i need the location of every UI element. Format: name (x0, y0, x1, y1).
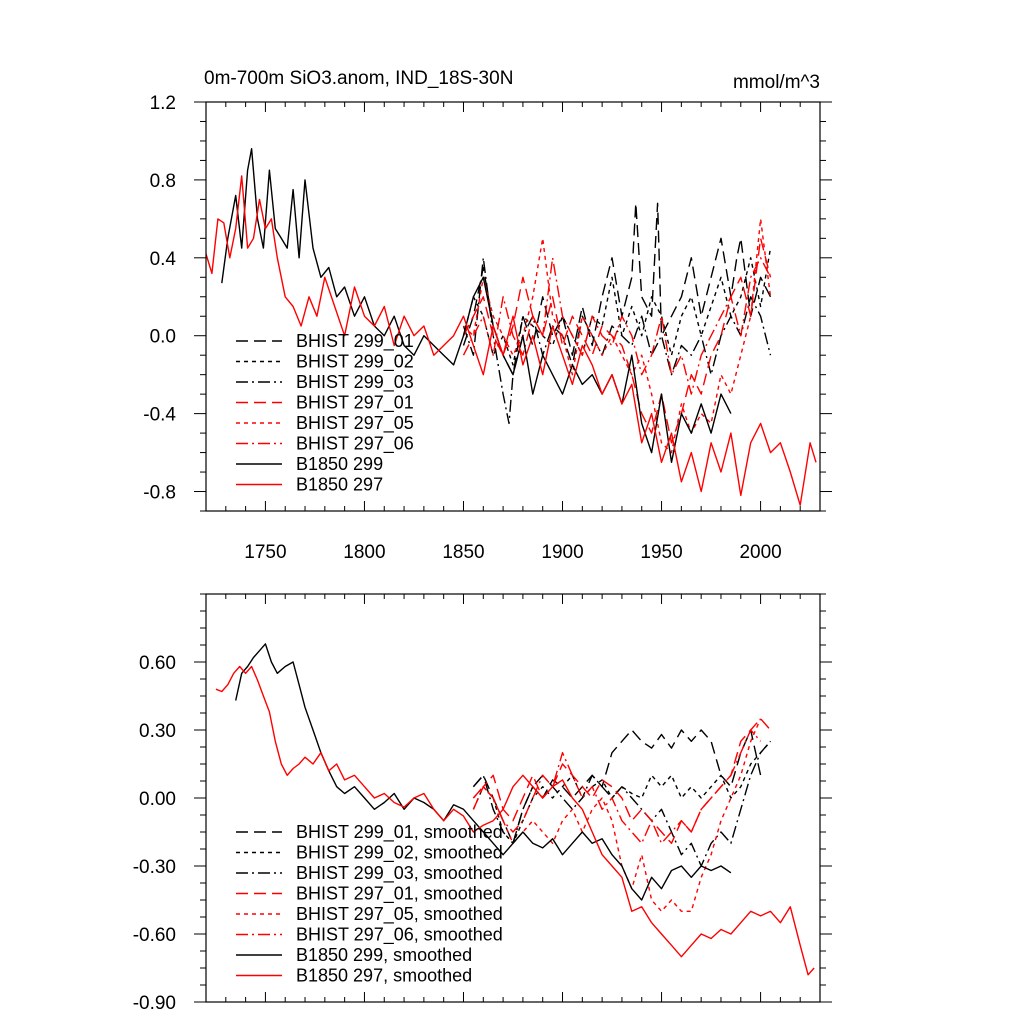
top-panel-title: 0m-700m SiO3.anom, IND_18S-30N (204, 68, 513, 89)
series-line-bhist-299-02-smoothed (472, 740, 772, 844)
y-tick-label: 0.00 (139, 789, 176, 810)
legend-label: BHIST 297_05, smoothed (296, 904, 503, 925)
series-line-bhist-299-02 (462, 247, 772, 366)
series-line-b1850-299-smoothed (235, 643, 732, 901)
x-tick-label: 1750 (244, 542, 286, 563)
series-line-bhist-297-05 (463, 218, 772, 454)
bottom-panel: -0.90 -0.60 -0.30 0.00 0.30 0.60 BHIST 299_01… (133, 593, 832, 1014)
y-tick-label: -0.60 (133, 925, 176, 946)
y-tick-label: -0.8 (143, 483, 176, 504)
legend-label: BHIST 297_06, smoothed (296, 925, 503, 946)
y-tick-label: -0.4 (143, 405, 176, 426)
series-line-bhist-299-01 (462, 202, 772, 376)
legend-label: BHIST 299_01 (296, 331, 414, 352)
y-tick-label: 1.2 (150, 93, 176, 114)
series-line-bhist-297-06-smoothed (472, 729, 762, 844)
series-line-bhist-299-03-smoothed (472, 740, 772, 867)
y-tick-label: 0.60 (139, 653, 176, 674)
series-line-bhist-297-06 (462, 257, 772, 395)
x-tick-label: 2000 (739, 542, 781, 563)
legend-label: BHIST 299_01, smoothed (296, 822, 503, 843)
top-panel-units: mmol/m^3 (733, 72, 820, 93)
y-tick-label: 0.0 (150, 327, 176, 348)
legend-label: BHIST 299_03, smoothed (296, 863, 503, 884)
series-line-bhist-299-01-smoothed (472, 729, 762, 844)
y-tick-label: -0.30 (133, 857, 176, 878)
series-line-bhist-297-05-smoothed (472, 718, 762, 912)
top-plot-frame (205, 101, 821, 512)
bottom-axes: -0.90 -0.60 -0.30 0.00 0.30 0.60 (133, 593, 832, 1014)
series-line-bhist-299-03 (462, 257, 772, 425)
y-tick-label: 0.30 (139, 721, 176, 742)
series-line-b1850-297 (206, 175, 817, 506)
legend-label: BHIST 297_01 (296, 393, 414, 414)
legend-label: BHIST 297_05 (296, 413, 414, 434)
legend-label: B1850 299 (296, 454, 383, 474)
series-line-b1850-297-smoothed (215, 665, 815, 976)
top-plot-area (206, 147, 817, 506)
top-axes: 1750 1800 1850 1900 1950 2000 -0.8 -0.4 0.0 0.4 0.… (143, 93, 832, 563)
legend-label: B1850 299, smoothed (296, 945, 472, 965)
x-tick-label: 1900 (541, 542, 583, 563)
legend-label: B1850 297 (296, 475, 383, 495)
x-tick-label: 1850 (442, 542, 484, 563)
legend-label: BHIST 299_02, smoothed (296, 843, 503, 864)
series-line-b1850-299 (221, 147, 732, 463)
legend-label: BHIST 299_02 (296, 352, 414, 373)
y-tick-label: 0.4 (150, 249, 177, 270)
x-tick-label: 1950 (640, 542, 682, 563)
x-tick-label: 1800 (343, 542, 385, 563)
legend-label: BHIST 297_01, smoothed (296, 884, 503, 905)
series-line-bhist-297-01 (462, 237, 772, 444)
bottom-plot-area (215, 643, 815, 976)
y-tick-label: 0.8 (150, 171, 176, 192)
y-tick-label: -0.90 (133, 993, 176, 1014)
legend-label: BHIST 297_06 (296, 434, 414, 455)
legend-label: BHIST 299_03 (296, 372, 414, 393)
legend-label: B1850 297, smoothed (296, 966, 472, 986)
top-panel: 0m-700m SiO3.anom, IND_18S-30N mmol/m^3 … (143, 68, 832, 563)
